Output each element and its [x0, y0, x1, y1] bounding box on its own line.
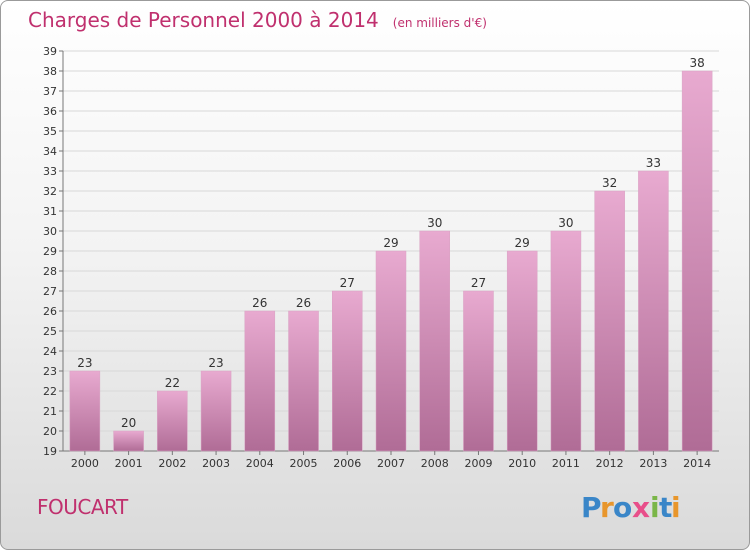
x-tick-label-2005: 2005 — [290, 457, 318, 470]
data-label-2012: 32 — [602, 176, 617, 190]
bar-2006 — [332, 290, 363, 452]
y-tick-label: 19 — [43, 445, 57, 458]
data-label-2010: 29 — [515, 236, 530, 250]
svg-text:r: r — [600, 491, 614, 524]
svg-text:P: P — [581, 491, 602, 524]
y-tick-label: 28 — [43, 265, 57, 278]
bar-2014 — [681, 70, 713, 452]
x-tick-label-2010: 2010 — [508, 457, 536, 470]
x-tick-label-2001: 2001 — [115, 457, 143, 470]
bar-2010 — [506, 250, 538, 452]
chart-title: Charges de Personnel 2000 à 2014 (en mill… — [28, 8, 487, 32]
bar-2012 — [594, 190, 625, 452]
bars — [69, 70, 713, 452]
y-tick-label: 23 — [43, 365, 57, 378]
data-label-2009: 27 — [471, 276, 486, 290]
y-tick-label: 20 — [43, 425, 57, 438]
y-tick-label: 39 — [43, 45, 57, 58]
y-tick-label: 30 — [43, 225, 57, 238]
y-tick-label: 31 — [43, 205, 57, 218]
data-label-2002: 22 — [165, 376, 180, 390]
chart-title-text: Charges de Personnel 2000 à 2014 — [28, 8, 379, 32]
y-tick-label: 33 — [43, 165, 57, 178]
x-tick-label-2012: 2012 — [596, 457, 624, 470]
data-label-2003: 23 — [208, 356, 223, 370]
bar-2008 — [419, 230, 450, 452]
proxiti-logo: P r o x i t i — [581, 491, 681, 524]
bar-2011 — [550, 230, 582, 452]
data-label-2006: 27 — [340, 276, 355, 290]
data-label-2014: 38 — [689, 56, 704, 70]
data-label-2007: 29 — [383, 236, 398, 250]
x-tick-label-2011: 2011 — [552, 457, 580, 470]
data-label-2001: 20 — [121, 416, 136, 430]
y-tick-label: 35 — [43, 125, 57, 138]
svg-text:o: o — [613, 491, 632, 524]
x-tick-label-2002: 2002 — [158, 457, 186, 470]
y-tick-label: 32 — [43, 185, 57, 198]
bar-2005 — [288, 310, 319, 452]
y-tick-label: 38 — [43, 65, 57, 78]
y-tick-label: 24 — [43, 345, 57, 358]
data-label-2008: 30 — [427, 216, 442, 230]
data-label-2005: 26 — [296, 296, 311, 310]
x-tick-label-2009: 2009 — [464, 457, 492, 470]
data-label-2000: 23 — [77, 356, 92, 370]
y-tick-label: 29 — [43, 245, 57, 258]
data-label-2013: 33 — [646, 156, 661, 170]
y-tick-label: 27 — [43, 285, 57, 298]
bar-2007 — [375, 250, 407, 452]
svg-text:i: i — [671, 491, 681, 524]
data-label-2004: 26 — [252, 296, 267, 310]
x-axis-ticks: 2000 2001 2002 2003 2004 2005 2006 2007 2008 2009… — [71, 451, 711, 470]
bar-2000 — [69, 370, 101, 452]
svg-text:t: t — [659, 491, 672, 524]
bar-2013 — [638, 170, 669, 452]
bar-2003 — [200, 370, 232, 452]
x-tick-label-2003: 2003 — [202, 457, 230, 470]
bar-2004 — [244, 310, 276, 452]
svg-text:x: x — [632, 491, 650, 524]
y-axis-ticks: 19 20 21 22 23 24 25 26 27 28 29 30 31 32 33 34 35 36 37 38… — [43, 45, 63, 458]
x-tick-label-2004: 2004 — [246, 457, 274, 470]
svg-text:i: i — [650, 491, 660, 524]
y-tick-label: 37 — [43, 85, 57, 98]
y-tick-label: 26 — [43, 305, 57, 318]
commune-name: FOUCART — [37, 495, 128, 519]
y-tick-label: 21 — [43, 405, 57, 418]
x-tick-label-2013: 2013 — [639, 457, 667, 470]
x-tick-label-2006: 2006 — [333, 457, 361, 470]
bar-2009 — [463, 290, 494, 452]
y-tick-label: 22 — [43, 385, 57, 398]
y-tick-label: 34 — [43, 145, 57, 158]
bar-2002 — [157, 390, 188, 452]
y-tick-label: 25 — [43, 325, 57, 338]
x-tick-label-2008: 2008 — [421, 457, 449, 470]
x-tick-label-2014: 2014 — [683, 457, 711, 470]
x-tick-label-2007: 2007 — [377, 457, 405, 470]
data-labels: 23 20 22 23 26 26 27 29 30 27 29 30 32 33 38 — [77, 56, 705, 430]
y-tick-label: 36 — [43, 105, 57, 118]
chart-subtitle: (en milliers d'€) — [392, 16, 487, 30]
bar-2001 — [113, 430, 144, 452]
x-tick-label-2000: 2000 — [71, 457, 99, 470]
data-label-2011: 30 — [558, 216, 573, 230]
